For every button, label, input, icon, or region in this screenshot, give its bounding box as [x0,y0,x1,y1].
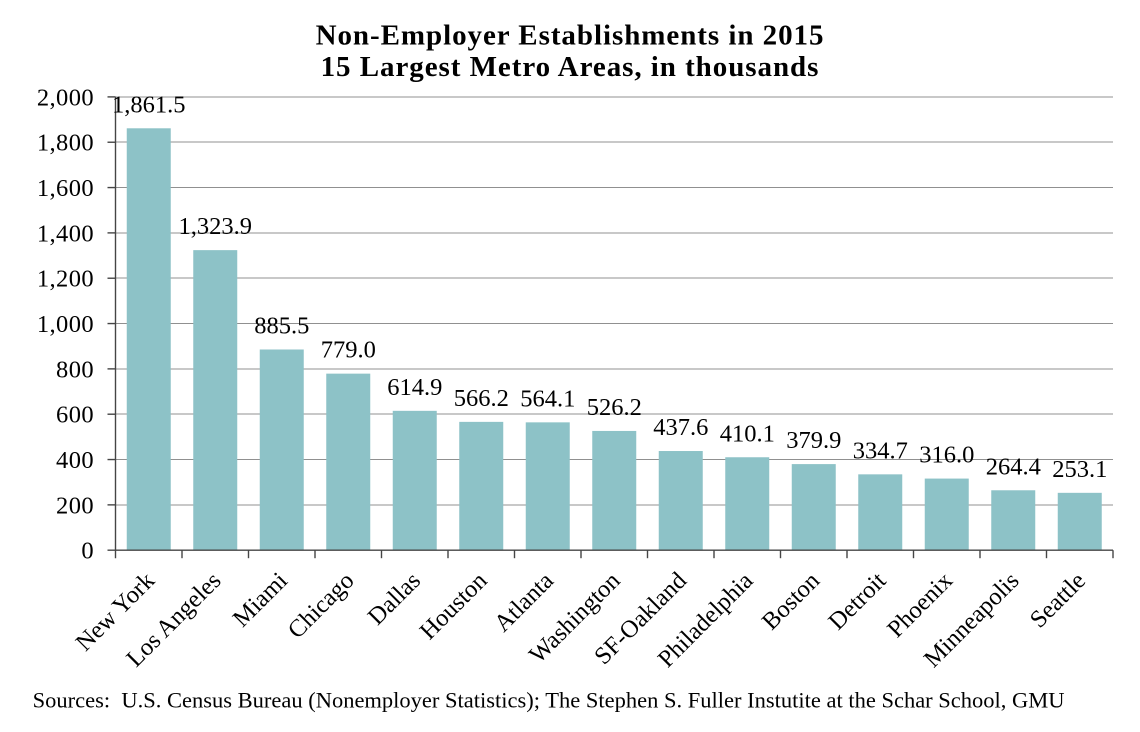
svg-text:1,200: 1,200 [37,266,94,293]
svg-text:526.2: 526.2 [587,394,642,421]
svg-text:Sources: U.S. Census Bureau (: Sources: U.S. Census Bureau (Nonemployer… [33,688,1065,713]
svg-text:15 Largest Metro Areas, in tho: 15 Largest Metro Areas, in thousands [321,51,820,83]
svg-text:564.1: 564.1 [520,385,575,412]
svg-text:200: 200 [56,492,94,519]
svg-text:253.1: 253.1 [1052,456,1107,483]
svg-text:1,800: 1,800 [37,130,94,157]
svg-text:316.0: 316.0 [919,442,974,469]
svg-text:600: 600 [56,402,94,429]
svg-text:614.9: 614.9 [387,374,442,401]
svg-text:Non-Employer Establishments in: Non-Employer Establishments in 2015 [316,20,825,52]
svg-text:400: 400 [56,447,94,474]
svg-text:1,861.5: 1,861.5 [112,91,186,118]
svg-text:264.4: 264.4 [986,453,1041,480]
svg-text:2,000: 2,000 [37,84,94,111]
svg-text:1,600: 1,600 [37,175,94,202]
svg-text:1,323.9: 1,323.9 [179,213,253,240]
svg-text:0: 0 [81,538,94,565]
svg-text:379.9: 379.9 [786,427,841,454]
svg-text:779.0: 779.0 [321,337,376,364]
svg-text:437.6: 437.6 [653,414,708,441]
svg-text:1,000: 1,000 [37,311,94,338]
svg-text:566.2: 566.2 [454,385,509,412]
svg-text:885.5: 885.5 [254,313,309,340]
svg-text:410.1: 410.1 [720,420,775,447]
svg-text:334.7: 334.7 [853,437,908,464]
svg-text:800: 800 [56,356,94,383]
svg-text:1,400: 1,400 [37,220,94,247]
